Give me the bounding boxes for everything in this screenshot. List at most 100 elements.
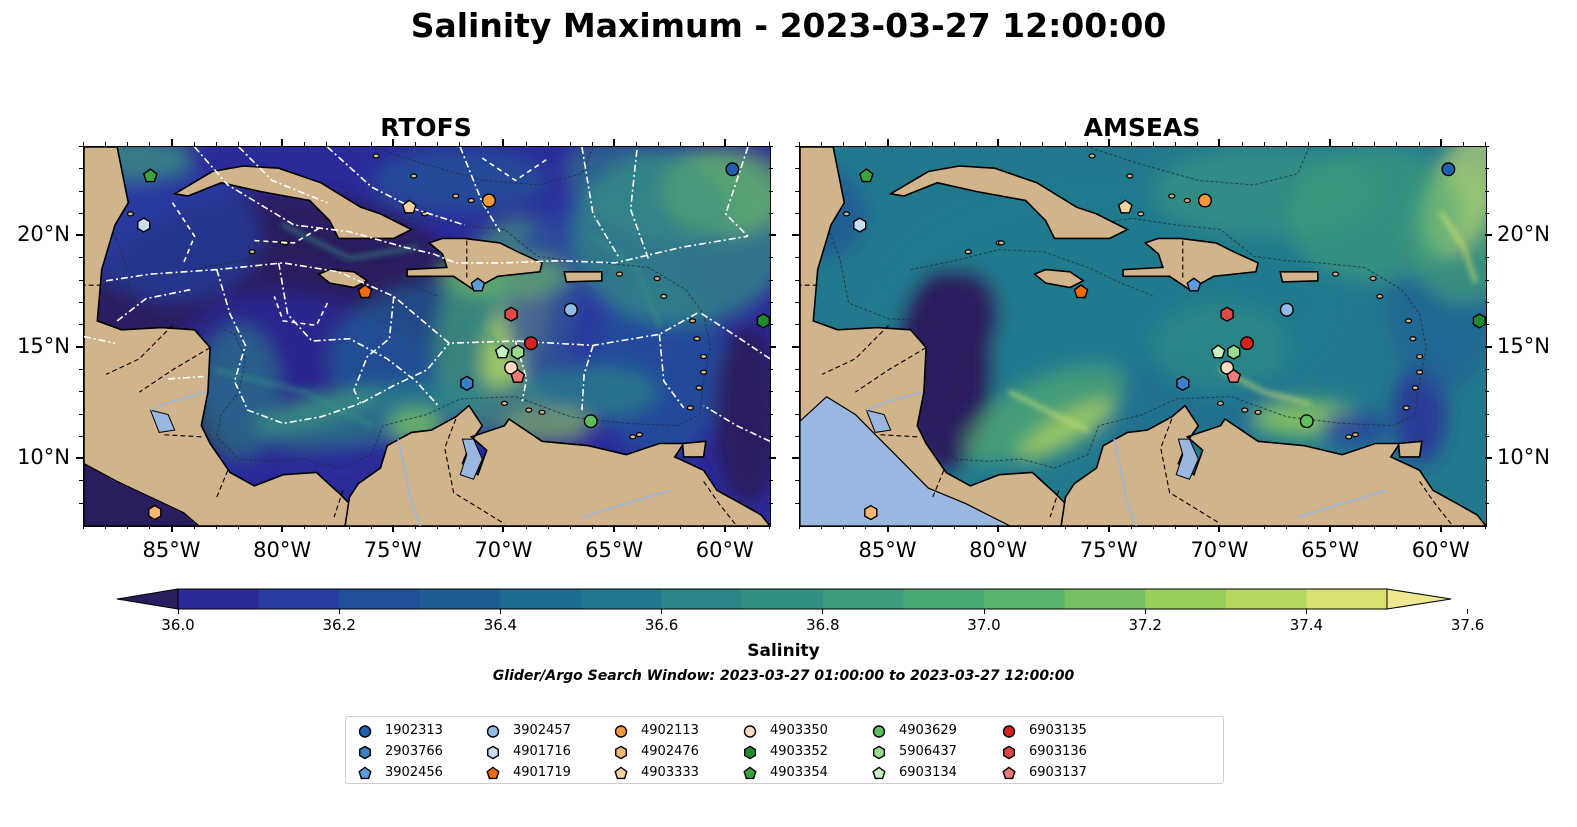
y-minor-tick — [769, 458, 773, 460]
legend-label: 3902456 — [385, 765, 443, 780]
colorbar-tick — [1305, 609, 1307, 614]
x-minor-tick — [1418, 525, 1420, 529]
x-minor-tick — [503, 142, 505, 146]
y-minor-tick — [79, 435, 83, 437]
y-minor-tick — [79, 324, 83, 326]
y-minor-tick — [79, 458, 83, 460]
x-minor-tick — [702, 142, 704, 146]
x-minor-tick — [614, 525, 616, 529]
legend-marker-2903766 — [359, 745, 372, 760]
colorbar-segment — [661, 589, 743, 609]
y-minor-tick — [1485, 190, 1489, 192]
y-minor-tick — [79, 368, 83, 370]
y-minor-tick — [795, 146, 799, 147]
float-marker-4901716 — [137, 217, 151, 233]
y-minor-tick — [795, 368, 799, 370]
float-marker-4902476 — [864, 504, 878, 521]
x-minor-tick — [887, 525, 889, 529]
x-minor-tick — [909, 525, 911, 529]
x-minor-tick — [105, 525, 107, 529]
x-minor-tick — [591, 525, 593, 529]
x-minor-tick — [1307, 142, 1309, 146]
x-minor-tick — [282, 525, 284, 529]
float-marker-4903629 — [583, 414, 598, 429]
land-southAmerica — [1060, 404, 1486, 526]
y-minor-tick — [79, 146, 83, 147]
colorbar-extend-max — [1386, 588, 1452, 610]
country-borders — [800, 240, 1454, 526]
y-minor-tick — [79, 212, 83, 214]
float-marker-3902457 — [1279, 302, 1294, 317]
x-minor-tick — [127, 525, 129, 529]
legend-marker-3902456 — [358, 766, 372, 780]
x-minor-tick — [437, 525, 439, 529]
lake-maracaibo — [1175, 438, 1199, 480]
y-minor-tick — [769, 235, 773, 237]
map-rtofs — [83, 146, 771, 527]
legend-item-6903134: 6903134 — [870, 765, 990, 782]
y-tick-label-left: 15°N — [17, 333, 70, 358]
legend-label: 1902313 — [385, 723, 443, 738]
panel-title-amseas: AMSEAS — [1083, 113, 1201, 142]
legend-label: 4901716 — [513, 744, 571, 759]
x-minor-tick — [569, 525, 571, 529]
legend: 1902313 2903766 3902456 3902457 4901716 49017… — [345, 716, 1224, 784]
x-minor-tick — [1418, 142, 1420, 146]
y-minor-tick — [1485, 346, 1489, 348]
x-minor-tick — [1130, 525, 1132, 529]
x-minor-tick — [680, 142, 682, 146]
panel-title-rtofs: RTOFS — [380, 113, 472, 142]
x-minor-tick — [769, 525, 770, 529]
legend-label: 6903135 — [1029, 723, 1087, 738]
legend-item-4903333: 4903333 — [612, 765, 732, 782]
colorbar-segment — [258, 589, 340, 609]
x-minor-tick — [953, 525, 955, 529]
bathymetry-contours — [821, 147, 1427, 469]
x-minor-tick — [1219, 525, 1221, 529]
x-minor-tick — [370, 142, 372, 146]
float-marker-1902313 — [1441, 162, 1456, 177]
y-minor-tick — [795, 212, 799, 214]
y-minor-tick — [1485, 502, 1489, 504]
figure-title: Salinity Maximum - 2023-03-27 12:00:00 — [410, 6, 1167, 45]
legend-item-5906437: 5906437 — [870, 744, 990, 761]
x-tick-label: 85°W — [142, 538, 201, 562]
x-minor-tick — [931, 142, 933, 146]
legend-marker-6903137 — [1002, 766, 1016, 780]
x-minor-tick — [459, 142, 461, 146]
x-minor-tick — [998, 525, 1000, 529]
y-minor-tick — [1485, 324, 1489, 326]
x-minor-tick — [1330, 142, 1332, 146]
y-minor-tick — [79, 502, 83, 504]
x-minor-tick — [392, 525, 394, 529]
y-minor-tick — [79, 235, 83, 237]
x-tick-label: 75°W — [1079, 538, 1138, 562]
x-tick-label: 60°W — [1411, 538, 1470, 562]
x-tick-label: 60°W — [695, 538, 754, 562]
float-marker-6903134 — [1210, 344, 1226, 359]
y-minor-tick — [1485, 458, 1489, 460]
colorbar-tick-label: 36.0 — [161, 616, 195, 634]
x-minor-tick — [843, 525, 845, 529]
y-minor-tick — [795, 190, 799, 192]
x-minor-tick — [1086, 525, 1088, 529]
legend-label: 4903350 — [770, 723, 828, 738]
land-jamaica — [317, 268, 369, 289]
y-minor-tick — [769, 413, 773, 415]
y-minor-tick — [795, 302, 799, 304]
legend-marker-6903134 — [872, 766, 886, 780]
legend-item-4902476: 4902476 — [612, 744, 732, 761]
x-minor-tick — [1241, 142, 1243, 146]
x-minor-tick — [865, 525, 867, 529]
y-minor-tick — [1485, 235, 1489, 237]
y-tick-label-right: 15°N — [1497, 333, 1550, 358]
y-minor-tick — [769, 346, 773, 348]
x-minor-tick — [1440, 525, 1442, 529]
y-minor-tick — [769, 368, 773, 370]
x-minor-tick — [614, 142, 616, 146]
x-minor-tick — [149, 525, 151, 529]
x-minor-tick — [1197, 525, 1199, 529]
land-trinidad — [1397, 440, 1423, 458]
legend-marker-5906437 — [873, 745, 886, 760]
x-minor-tick — [799, 525, 800, 529]
